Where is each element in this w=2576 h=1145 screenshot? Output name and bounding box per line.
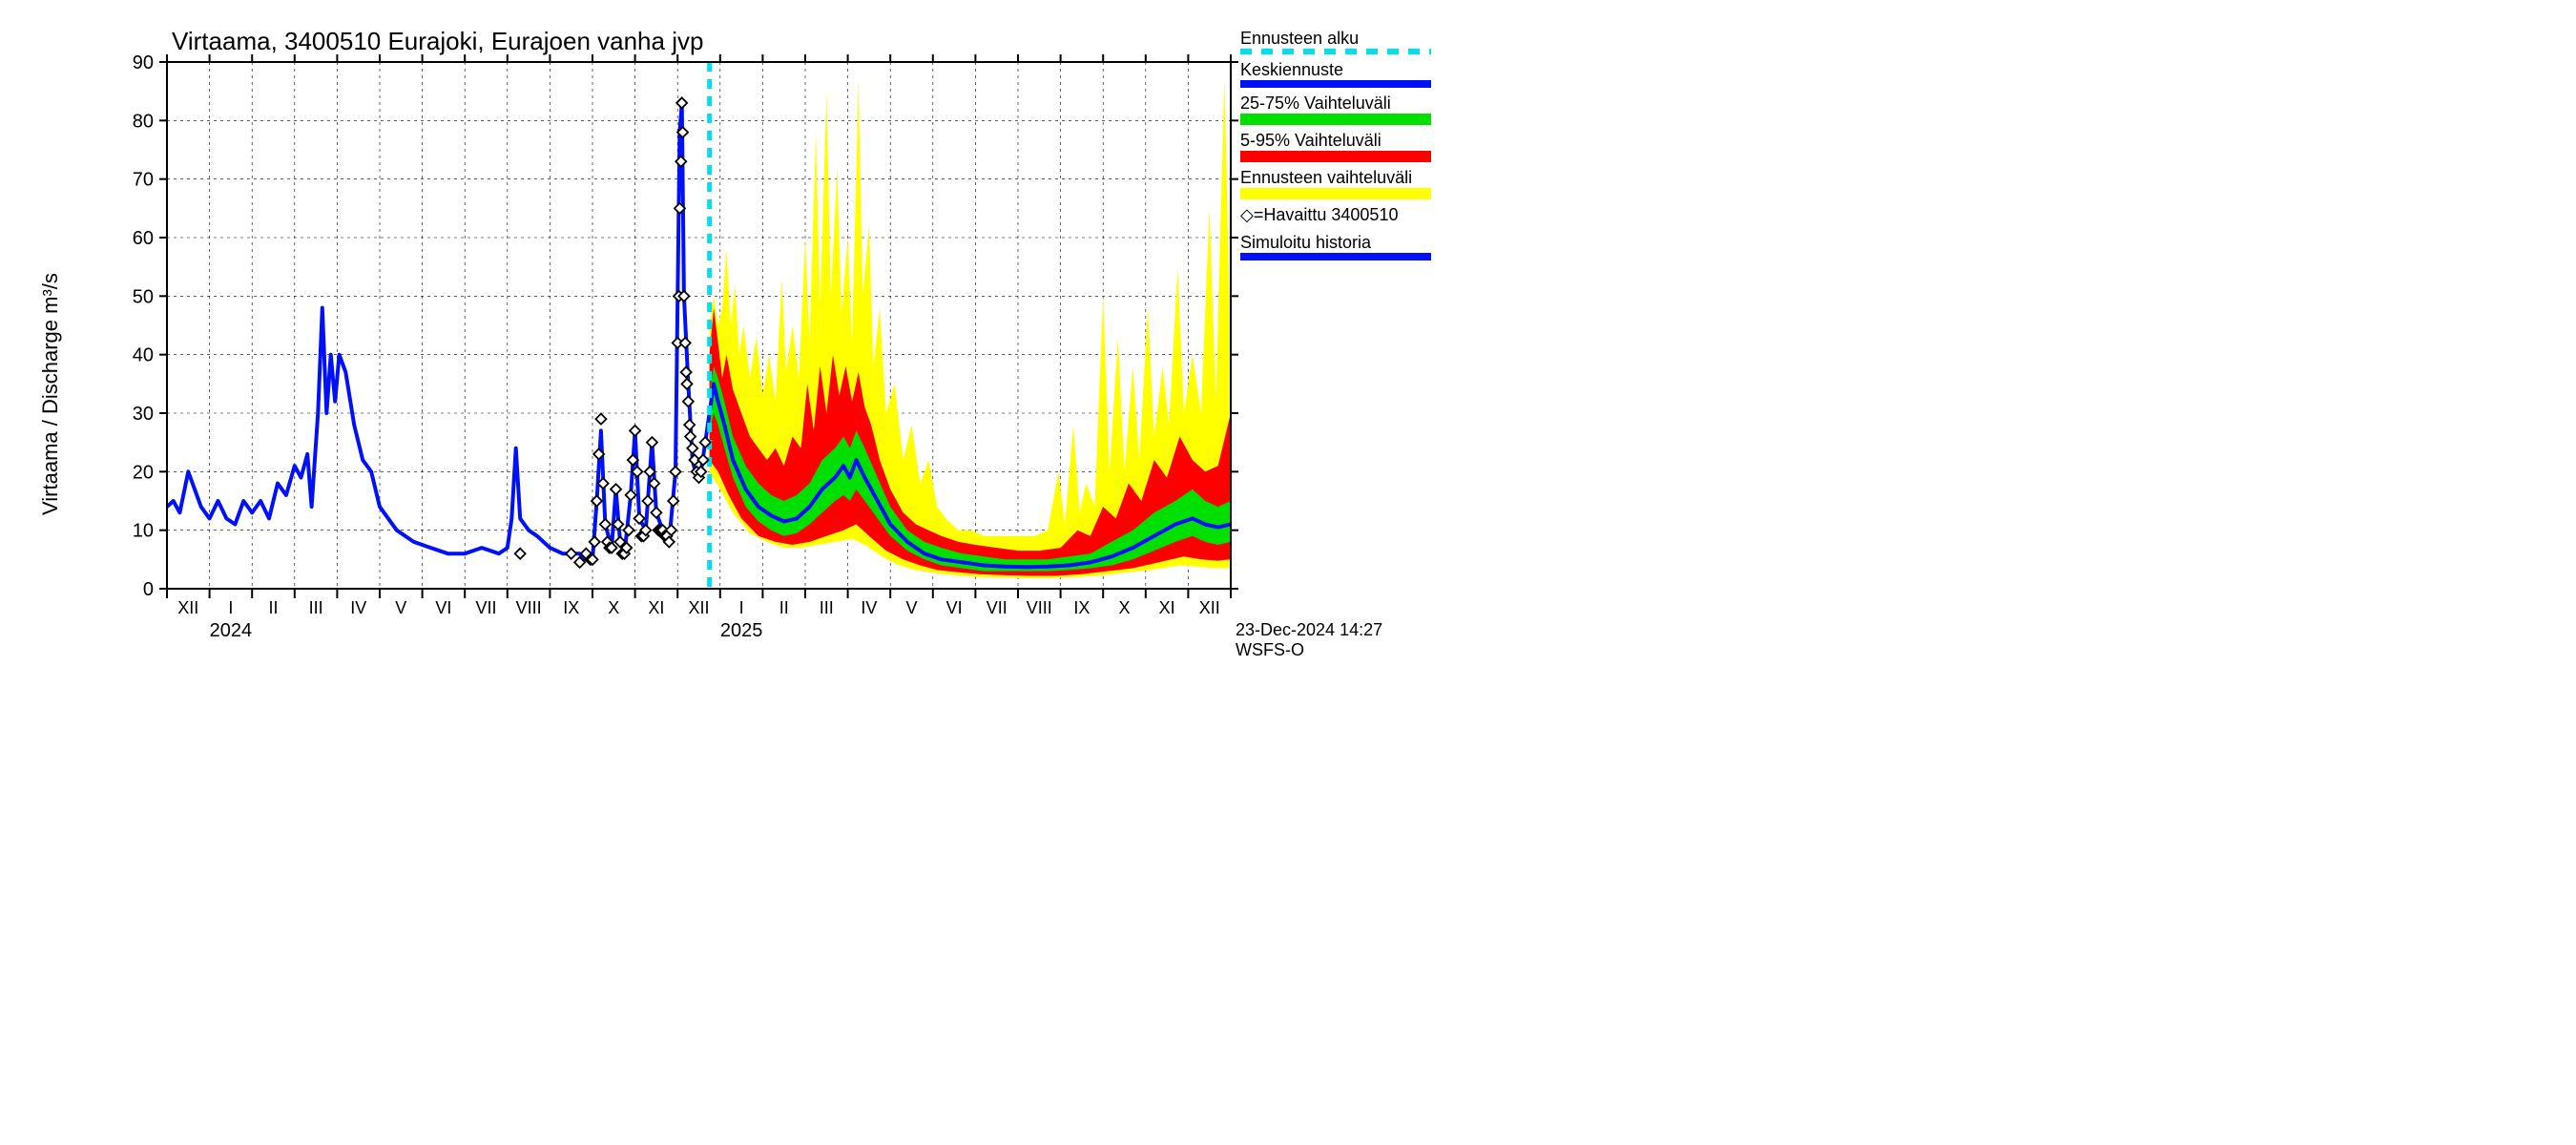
- svg-text:V: V: [905, 598, 917, 617]
- legend-entry: 5-95% Vaihteluväli: [1240, 131, 1431, 162]
- svg-text:XII: XII: [1199, 598, 1220, 617]
- svg-text:XII: XII: [177, 598, 198, 617]
- legend-label: Ennusteen alku: [1240, 29, 1431, 49]
- svg-text:IV: IV: [861, 598, 877, 617]
- chart-title: Virtaama, 3400510 Eurajoki, Eurajoen van…: [172, 27, 703, 56]
- legend-label: Ennusteen vaihteluväli: [1240, 168, 1431, 188]
- legend-swatch: [1240, 80, 1431, 88]
- svg-text:XI: XI: [1159, 598, 1175, 617]
- svg-text:VII: VII: [987, 598, 1008, 617]
- svg-text:80: 80: [133, 111, 154, 132]
- legend-swatch: [1240, 49, 1431, 54]
- svg-text:VI: VI: [946, 598, 963, 617]
- svg-text:I: I: [228, 598, 233, 617]
- svg-text:III: III: [309, 598, 323, 617]
- svg-text:II: II: [268, 598, 278, 617]
- legend-entry: Ennusteen vaihteluväli: [1240, 168, 1431, 199]
- svg-text:50: 50: [133, 286, 154, 307]
- legend-label: ◇=Havaittu 3400510: [1240, 205, 1431, 225]
- legend-swatch: [1240, 151, 1431, 162]
- svg-text:X: X: [1118, 598, 1130, 617]
- svg-text:20: 20: [133, 462, 154, 483]
- legend-swatch: [1240, 188, 1431, 199]
- svg-text:IX: IX: [563, 598, 579, 617]
- legend: Ennusteen alku Keskiennuste 25-75% Vaihtel…: [1240, 29, 1431, 266]
- svg-text:90: 90: [133, 52, 154, 73]
- svg-text:X: X: [608, 598, 619, 617]
- legend-label: 25-75% Vaihteluväli: [1240, 94, 1431, 114]
- legend-entry: Keskiennuste: [1240, 60, 1431, 88]
- svg-text:30: 30: [133, 404, 154, 425]
- legend-swatch: [1240, 253, 1431, 260]
- svg-text:III: III: [820, 598, 834, 617]
- svg-text:70: 70: [133, 170, 154, 191]
- svg-text:IX: IX: [1073, 598, 1090, 617]
- svg-text:VIII: VIII: [516, 598, 542, 617]
- legend-entry: ◇=Havaittu 3400510: [1240, 205, 1431, 231]
- svg-text:II: II: [779, 598, 789, 617]
- svg-text:V: V: [395, 598, 406, 617]
- legend-label: Simuloitu historia: [1240, 233, 1431, 253]
- svg-text:2024: 2024: [210, 620, 253, 641]
- svg-text:60: 60: [133, 228, 154, 249]
- y-axis-label: Virtaama / Discharge m³/s: [38, 273, 63, 515]
- svg-text:IV: IV: [350, 598, 366, 617]
- legend-label: 5-95% Vaihteluväli: [1240, 131, 1431, 151]
- discharge-chart: 0102030405060708090XIIIIIIIIIVVVIVIIVIII…: [0, 0, 1431, 649]
- svg-text:VII: VII: [475, 598, 496, 617]
- legend-entry: 25-75% Vaihteluväli: [1240, 94, 1431, 125]
- svg-text:2025: 2025: [720, 620, 763, 641]
- svg-text:XI: XI: [648, 598, 664, 617]
- chart-container: 0102030405060708090XIIIIIIIIIVVVIVIIVIII…: [0, 0, 1431, 649]
- svg-text:XII: XII: [688, 598, 709, 617]
- svg-text:VIII: VIII: [1027, 598, 1052, 617]
- legend-entry: Ennusteen alku: [1240, 29, 1431, 54]
- svg-text:VI: VI: [435, 598, 451, 617]
- legend-entry: Simuloitu historia: [1240, 233, 1431, 260]
- svg-text:0: 0: [143, 579, 154, 600]
- legend-label: Keskiennuste: [1240, 60, 1431, 80]
- svg-text:I: I: [739, 598, 744, 617]
- timestamp-footer: 23-Dec-2024 14:27 WSFS-O: [1236, 620, 1431, 660]
- svg-text:40: 40: [133, 345, 154, 366]
- legend-swatch: [1240, 114, 1431, 125]
- svg-text:10: 10: [133, 521, 154, 542]
